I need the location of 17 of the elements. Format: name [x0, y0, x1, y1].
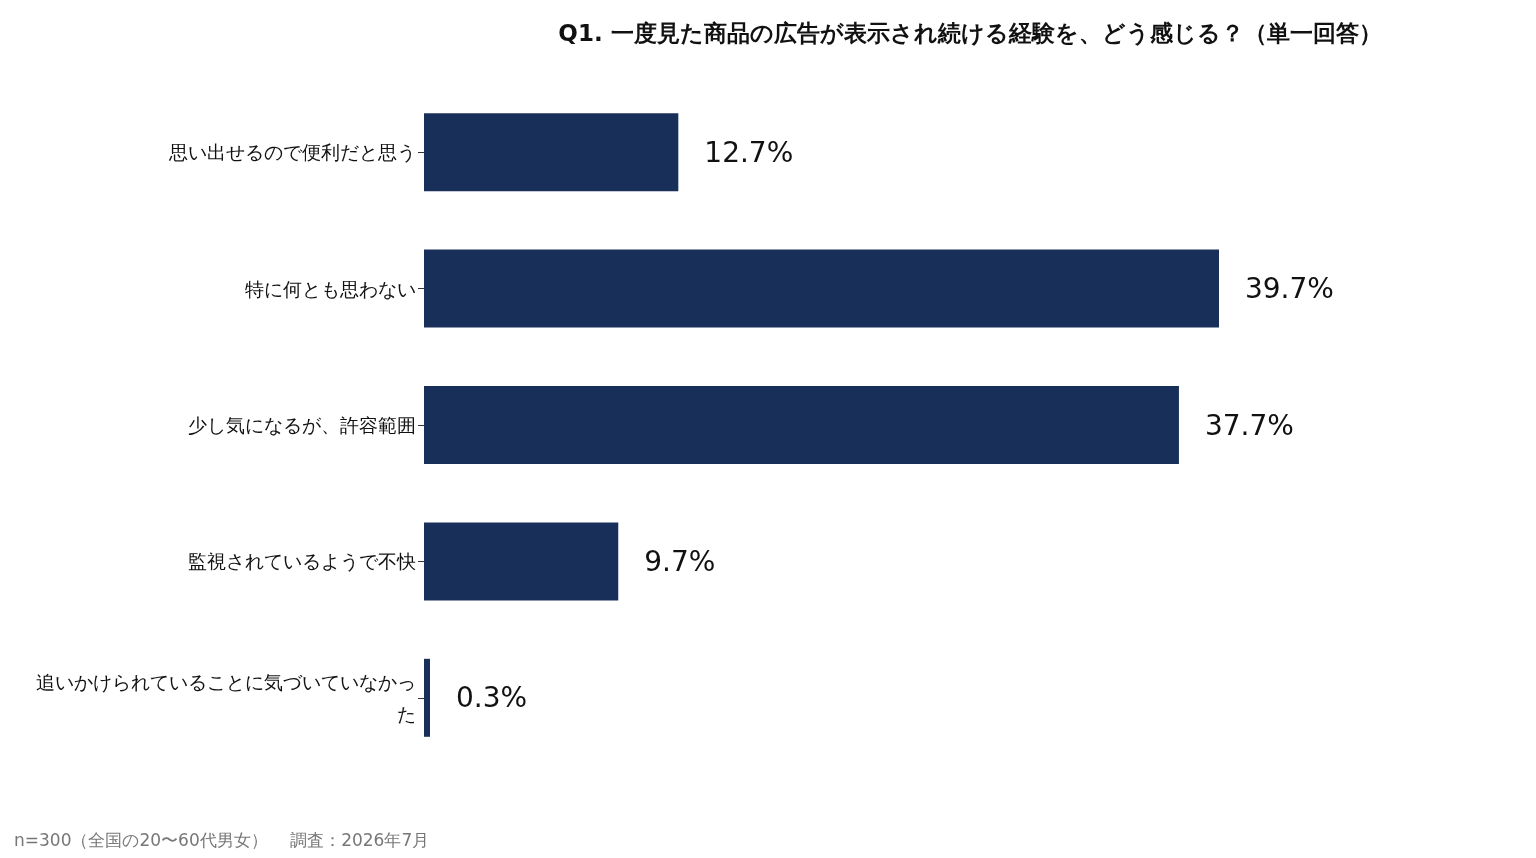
data-label: 37.7% [1204, 408, 1294, 442]
data-label: 0.3% [456, 681, 528, 715]
y-tick-label: 追いかけられていることに気づいていなかった [36, 670, 416, 725]
data-label: 9.7% [644, 544, 716, 578]
chart-title: Q1. 一度見た商品の広告が表示され続ける経験を、どう感じる？（単一回答） [558, 19, 1382, 46]
bar [424, 658, 431, 737]
bar [424, 386, 1179, 464]
y-tick-label: 少し気になるが、許容範囲 [188, 414, 416, 436]
y-tick-label: 監視されているようで不快 [188, 550, 416, 573]
bar [424, 249, 1219, 328]
data-label: 39.7% [1244, 272, 1334, 306]
bar [424, 113, 679, 192]
bar [424, 522, 619, 601]
y-tick-label: 特に何とも思わない [245, 277, 416, 300]
text: n=300（全国の20〜60代男女） 調査：2026年7月 [14, 829, 430, 850]
data-label: 12.7% [704, 135, 794, 169]
y-tick-label: 思い出せるので便利だと思う [168, 141, 416, 164]
